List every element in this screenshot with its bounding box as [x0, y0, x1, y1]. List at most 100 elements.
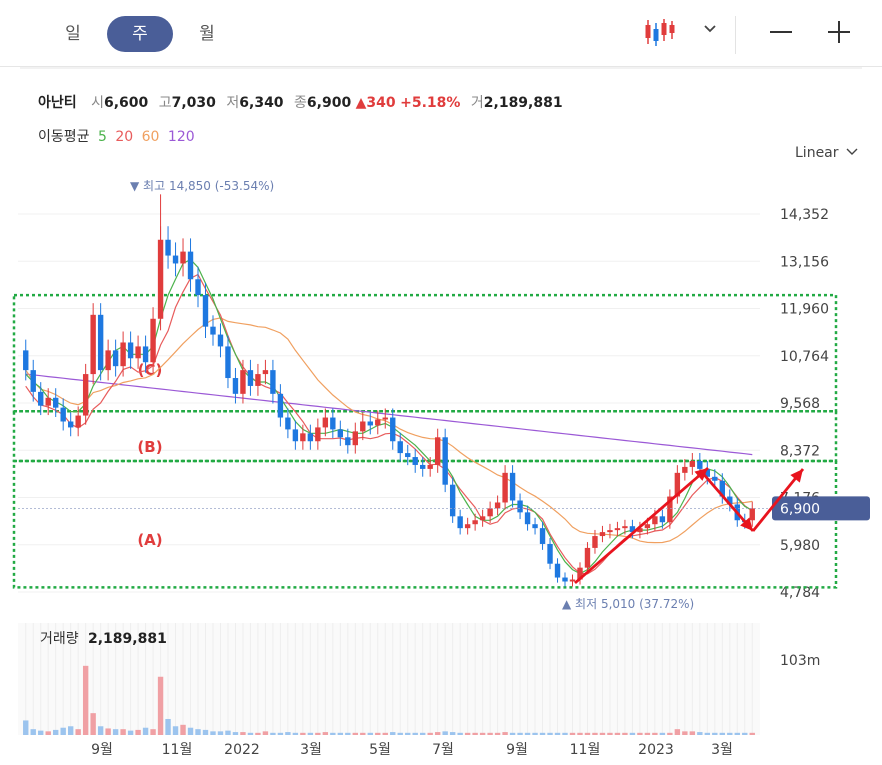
- y-tick-label: 5,980: [780, 538, 820, 554]
- candle-body: [322, 417, 329, 428]
- volume-bar: [255, 732, 261, 735]
- open-label: 시: [91, 95, 104, 111]
- high-label: 고: [158, 95, 172, 111]
- volume-label: 거: [470, 95, 484, 111]
- volume-bar: [135, 729, 141, 735]
- candle-body: [53, 397, 59, 408]
- volume-bar: [494, 732, 501, 735]
- volume-bar: [307, 732, 314, 735]
- ma60-line: [25, 317, 753, 544]
- volume-bar: [142, 727, 149, 735]
- candle-body: [315, 427, 321, 442]
- volume-bar: [277, 732, 284, 735]
- candle-body: [464, 524, 471, 529]
- candle-body: [165, 239, 171, 256]
- volume-bar: [517, 732, 523, 735]
- volume-bar: [502, 732, 508, 735]
- candle-body: [719, 480, 725, 497]
- x-tick-label: 9월: [91, 742, 113, 758]
- y-tick-label: 13,156: [780, 254, 829, 270]
- zone-label: (A): [137, 531, 162, 549]
- volume-bar: [412, 732, 418, 735]
- volume-bar: [337, 732, 344, 735]
- candle-body: [23, 350, 29, 371]
- candle-body: [622, 526, 628, 529]
- trend-arrow-down-head: [740, 517, 753, 531]
- volume-bar: [659, 732, 666, 735]
- trend-arrow-rebound-head: [790, 469, 803, 483]
- volume-bar: [442, 731, 448, 735]
- y-tick-label: 4,784: [780, 585, 820, 601]
- candle-body: [412, 457, 418, 465]
- candle-body: [405, 453, 411, 458]
- candle-body: [30, 370, 36, 392]
- candle-body: [562, 577, 568, 582]
- candle-body: [569, 579, 576, 582]
- volume-bar: [38, 730, 44, 735]
- scale-label: Linear: [795, 145, 839, 161]
- close-value: 6,900: [306, 95, 352, 111]
- x-tick-label: 2022: [224, 742, 260, 758]
- x-tick-label: 5월: [369, 742, 391, 758]
- volume-bar: [420, 732, 426, 735]
- volume-bar: [375, 732, 381, 735]
- volume-value: 2,189,881: [88, 631, 167, 647]
- volume-bar: [112, 729, 119, 735]
- volume-bar: [599, 732, 606, 735]
- volume-bar: [315, 732, 321, 735]
- candle-body: [210, 326, 216, 335]
- y-tick-label: 11,960: [780, 302, 829, 318]
- candle-body: [637, 528, 643, 533]
- chevron-down-icon[interactable]: [700, 18, 720, 38]
- volume-bar: [30, 729, 36, 735]
- volume-bar: [180, 724, 186, 735]
- minus-icon[interactable]: [770, 31, 792, 33]
- candle-body: [494, 502, 501, 509]
- volume-bar: [232, 732, 239, 735]
- candle-body: [270, 370, 276, 394]
- volume-bar: [150, 729, 156, 735]
- x-tick-label: 11월: [162, 742, 193, 758]
- y-tick-label: 10,764: [780, 349, 829, 365]
- volume-bar: [382, 732, 388, 735]
- volume-bar: [479, 732, 486, 735]
- tab-monthly[interactable]: 월: [199, 24, 215, 44]
- candle-body: [285, 417, 291, 430]
- ma5-line: [25, 258, 753, 575]
- candle-body: [255, 374, 261, 386]
- x-tick-label: 3월: [300, 742, 322, 758]
- scale-dropdown[interactable]: Linear: [795, 145, 858, 161]
- x-tick-label: 7월: [432, 742, 454, 758]
- trend-arrow-rebound: [751, 468, 805, 532]
- volume-bar: [554, 732, 561, 735]
- ma5-legend: 5: [97, 129, 107, 145]
- volume-bar: [300, 732, 306, 735]
- plus-icon[interactable]: [828, 21, 850, 43]
- volume-bar: [734, 732, 740, 735]
- tab-daily[interactable]: 일: [65, 24, 81, 44]
- volume-bar: [652, 732, 658, 735]
- candle-body: [142, 346, 149, 363]
- candle-body: [449, 484, 456, 517]
- volume-bar: [427, 732, 433, 735]
- volume-bar: [464, 732, 471, 735]
- volume-bar: [569, 732, 576, 735]
- volume-bar: [352, 732, 358, 735]
- y-tick-label: 14,352: [780, 207, 829, 223]
- low-value: 6,340: [239, 95, 284, 111]
- candlestick-icon[interactable]: [644, 17, 676, 47]
- candle-body: [45, 397, 51, 406]
- volume-bar: [532, 732, 538, 735]
- volume-bar: [217, 731, 224, 735]
- candle-body: [240, 370, 246, 394]
- volume-bar: [127, 730, 134, 735]
- candle-body: [180, 251, 186, 264]
- tab-weekly[interactable]: 주: [107, 16, 173, 52]
- volume-bar: [742, 732, 748, 735]
- candle-body: [427, 464, 433, 469]
- close-label: 종: [294, 95, 307, 111]
- ma60-legend: 60: [141, 129, 160, 145]
- volume-bar: [509, 732, 516, 735]
- candle-body: [629, 526, 636, 533]
